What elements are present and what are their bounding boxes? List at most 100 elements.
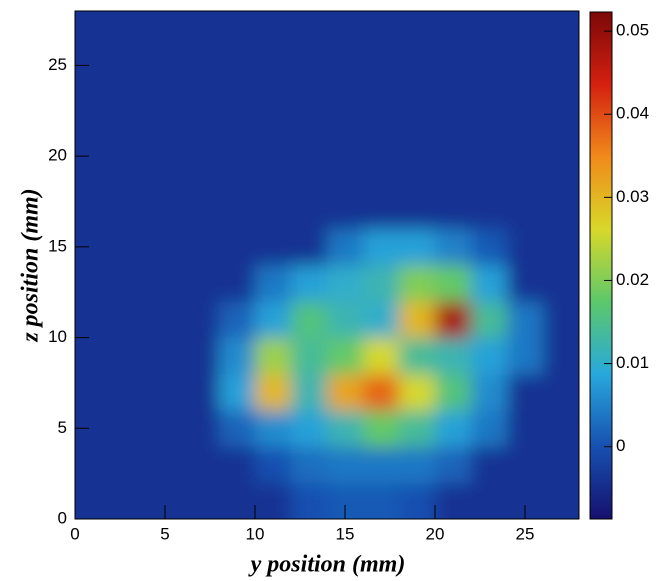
heatmap-cell bbox=[399, 83, 436, 121]
heatmap-cell bbox=[363, 446, 400, 484]
heatmap-cell bbox=[471, 410, 508, 447]
plot-frame bbox=[74, 10, 580, 520]
x-tick-label: 15 bbox=[336, 524, 355, 543]
heatmap-cell bbox=[363, 11, 400, 48]
colorbar-tick-label: 0.05 bbox=[616, 21, 649, 40]
x-axis-title: y position (mm) bbox=[248, 552, 406, 578]
heatmap-cell bbox=[543, 446, 579, 484]
heatmap-cell bbox=[471, 373, 508, 411]
heatmap-cell bbox=[363, 482, 400, 519]
heatmap-cell bbox=[435, 83, 472, 121]
heatmap-cell bbox=[111, 228, 148, 266]
heatmap-cell bbox=[399, 373, 436, 411]
heatmap-cell bbox=[75, 228, 112, 266]
heatmap-cell bbox=[219, 119, 256, 157]
heatmap-cell bbox=[75, 47, 112, 85]
heatmap-cell bbox=[219, 265, 256, 302]
heatmap-cell bbox=[183, 337, 220, 375]
heatmap-cell bbox=[147, 373, 184, 411]
heatmap-cell bbox=[435, 373, 472, 411]
heatmap-cell bbox=[471, 11, 508, 48]
heatmap-cell bbox=[507, 337, 544, 375]
heatmap-cell bbox=[255, 11, 292, 48]
heatmap-cell bbox=[183, 265, 220, 302]
heatmap-cell bbox=[399, 119, 436, 157]
heatmap-cell bbox=[255, 410, 292, 447]
heatmap-cell bbox=[147, 446, 184, 484]
heatmap-cell bbox=[183, 373, 220, 411]
heatmap-cell bbox=[543, 119, 579, 157]
heatmap-cell bbox=[543, 482, 579, 519]
heatmap-cell bbox=[111, 265, 148, 302]
heatmap-cell bbox=[507, 410, 544, 447]
heatmap-cell bbox=[255, 192, 292, 230]
heatmap-cell bbox=[507, 301, 544, 339]
heatmap-cell bbox=[543, 192, 579, 230]
heatmap-cell bbox=[327, 482, 364, 519]
heatmap-cell bbox=[183, 47, 220, 85]
heatmap-cell bbox=[507, 192, 544, 230]
heatmap-cell bbox=[471, 228, 508, 266]
y-tick-label: 15 bbox=[48, 236, 67, 255]
heatmap-cell bbox=[255, 337, 292, 375]
heatmap-cell bbox=[111, 11, 148, 48]
heatmap-cell bbox=[183, 156, 220, 193]
heatmap-cell bbox=[291, 192, 328, 230]
heatmap-cell bbox=[363, 83, 400, 121]
heatmap-cell bbox=[255, 119, 292, 157]
heatmap-cell bbox=[471, 192, 508, 230]
heatmap-cell bbox=[111, 482, 148, 519]
heatmap-cell bbox=[255, 373, 292, 411]
heatmap-cell bbox=[399, 47, 436, 85]
heatmap-cell bbox=[183, 228, 220, 266]
heatmap-cell bbox=[219, 228, 256, 266]
heatmap-cell bbox=[75, 265, 112, 302]
heatmap-cell bbox=[435, 228, 472, 266]
heatmap-cell bbox=[255, 47, 292, 85]
heatmap-cell bbox=[435, 410, 472, 447]
colorbar-tick-label: 0.04 bbox=[616, 104, 649, 123]
heatmap-cell bbox=[435, 265, 472, 302]
heatmap-cell bbox=[363, 265, 400, 302]
y-tick-label: 10 bbox=[48, 327, 67, 346]
heatmap-cell bbox=[183, 446, 220, 484]
heatmap-cell bbox=[471, 482, 508, 519]
heatmap-cell bbox=[399, 228, 436, 266]
heatmap-cell bbox=[327, 265, 364, 302]
y-tick-label: 5 bbox=[58, 418, 67, 437]
heatmap-cell bbox=[291, 301, 328, 339]
heatmap-cell bbox=[327, 83, 364, 121]
heatmap-cell bbox=[399, 337, 436, 375]
heatmap-cell bbox=[543, 11, 579, 48]
heatmap-cell bbox=[363, 156, 400, 193]
heatmap-cell bbox=[111, 301, 148, 339]
heatmap-cell bbox=[471, 156, 508, 193]
colorbar-tick-label: 0 bbox=[616, 436, 625, 455]
x-tick-label: 5 bbox=[160, 524, 169, 543]
colorbar bbox=[589, 11, 613, 520]
heatmap-cell bbox=[111, 47, 148, 85]
heatmap-cell bbox=[543, 83, 579, 121]
heatmap-cell bbox=[507, 373, 544, 411]
heatmap-cell bbox=[435, 301, 472, 339]
heatmap-cell bbox=[399, 446, 436, 484]
heatmap-cell bbox=[291, 228, 328, 266]
heatmap-cell bbox=[399, 156, 436, 193]
heatmap-cell bbox=[219, 446, 256, 484]
heatmap-cell bbox=[147, 47, 184, 85]
heatmap-cell bbox=[111, 337, 148, 375]
heatmap-cell bbox=[147, 11, 184, 48]
heatmap-cell bbox=[75, 482, 112, 519]
heatmap-cell bbox=[75, 301, 112, 339]
x-tick-label: 0 bbox=[70, 524, 79, 543]
heatmap-cell bbox=[327, 156, 364, 193]
heatmap-cell bbox=[543, 265, 579, 302]
heatmap-cell bbox=[291, 119, 328, 157]
heatmap-cell bbox=[327, 373, 364, 411]
heatmap-cell bbox=[543, 410, 579, 447]
heatmap-cell bbox=[291, 446, 328, 484]
heatmap-cell bbox=[255, 83, 292, 121]
heatmap-cell bbox=[183, 410, 220, 447]
heatmap-cell bbox=[75, 119, 112, 157]
heatmap-cell bbox=[471, 446, 508, 484]
